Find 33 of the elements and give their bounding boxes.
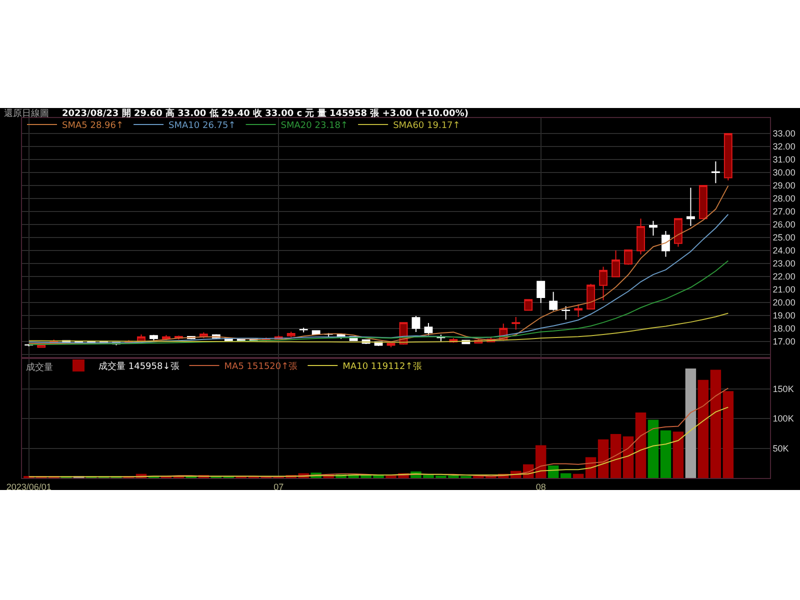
y-tick-label: 28.00 bbox=[772, 194, 796, 204]
chart-subtitle: 2023/08/23 開 29.60 高 33.00 低 29.40 收 33.00 c 元 量 145958 張 +3.00 (+10.00%) bbox=[62, 108, 468, 119]
y-tick-label: 33.00 bbox=[772, 128, 796, 139]
y-tick-label: 18.00 bbox=[772, 324, 796, 334]
y-tick-label: 27.00 bbox=[772, 206, 796, 217]
x-tick-label: 07 bbox=[274, 482, 284, 492]
y-tick-label: 22.00 bbox=[772, 272, 796, 282]
y-tick-label: 100K bbox=[772, 414, 794, 424]
legend-label: MA10 119112↑張 bbox=[342, 361, 422, 372]
y-tick-label: 150K bbox=[772, 384, 794, 394]
y-tick-label: 17.00 bbox=[772, 336, 796, 347]
legend-label: SMA20 23.18↑ bbox=[280, 121, 348, 132]
y-tick-label: 50K bbox=[772, 443, 789, 454]
y-tick-label: 21.00 bbox=[772, 284, 796, 295]
legend-label: 成交量 145958↓張 bbox=[98, 361, 180, 372]
y-tick-label: 26.00 bbox=[772, 220, 796, 230]
legend-label: SMA60 19.17↑ bbox=[393, 121, 460, 132]
y-tick-label: 19.00 bbox=[772, 310, 796, 321]
y-tick-label: 31.00 bbox=[772, 154, 796, 165]
x-tick-label: 08 bbox=[536, 482, 546, 492]
y-tick-label: 29.00 bbox=[772, 180, 796, 191]
y-tick-label: 23.00 bbox=[772, 258, 796, 269]
y-tick-label: 24.00 bbox=[772, 246, 796, 256]
y-tick-label: 30.00 bbox=[772, 168, 796, 178]
y-tick-label: 20.00 bbox=[772, 298, 796, 308]
x-tick-label: 2023/06/01 bbox=[6, 482, 52, 492]
legend-label: MA5 151520↑張 bbox=[224, 361, 298, 372]
y-tick-label: 32.00 bbox=[772, 142, 796, 152]
y-tick-label: 25.00 bbox=[772, 232, 796, 243]
chart-title: 還原日線圖 bbox=[4, 108, 49, 119]
chart-title: 成交量 bbox=[26, 362, 53, 373]
legend-label: SMA10 26.75↑ bbox=[168, 121, 236, 132]
legend-label: SMA5 28.96↑ bbox=[62, 121, 124, 132]
